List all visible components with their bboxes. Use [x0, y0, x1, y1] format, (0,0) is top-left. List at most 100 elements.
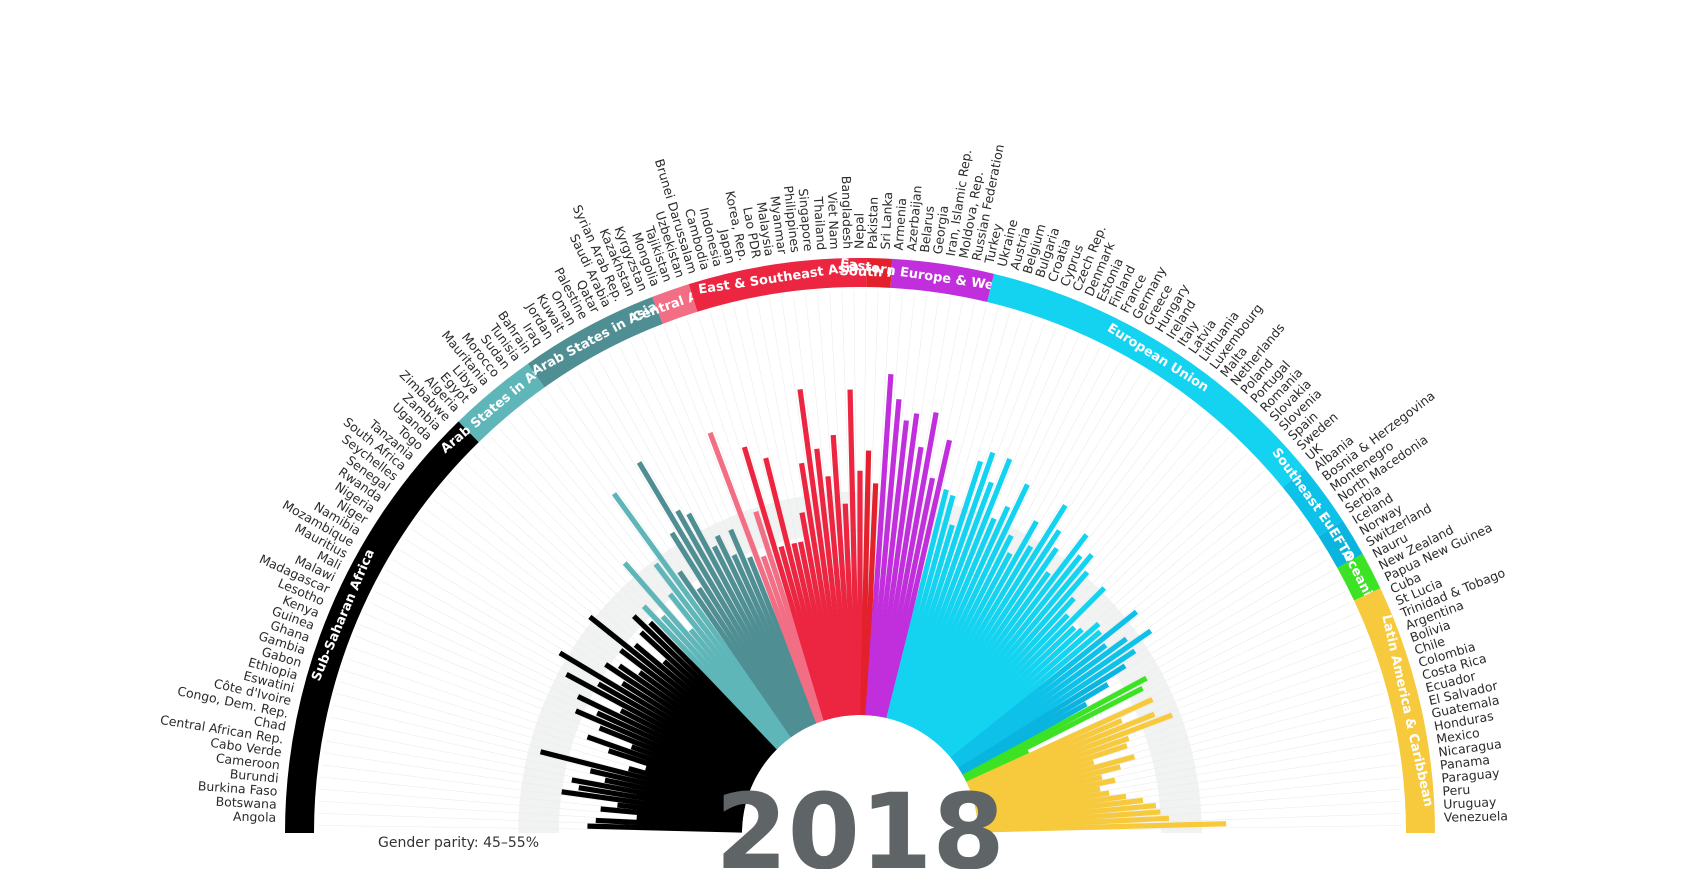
country-label: Viet Nam: [825, 192, 843, 250]
bar-costa-rica: [972, 754, 1136, 804]
bar-denmark: [903, 517, 997, 726]
bar-uganda: [639, 630, 775, 756]
bar-cuba: [966, 697, 1154, 787]
bar-slovakia: [941, 586, 1107, 752]
region-segment-east-southeast-asia: [688, 258, 867, 312]
bar-libya: [622, 561, 785, 746]
region-segment-efta: [1318, 520, 1363, 568]
bar-bosnia-herzegovina: [952, 643, 1108, 764]
bar-chile: [971, 743, 1128, 799]
bar-burkina-faso: [636, 814, 743, 828]
country-label: Mexico: [1435, 725, 1480, 747]
bar-albania: [950, 609, 1139, 762]
country-label: Azerbaijan: [904, 185, 925, 252]
bar-togo: [662, 659, 773, 758]
bar-estonia: [906, 505, 1011, 727]
bar-russian-federation: [881, 477, 936, 718]
bar-slovenia: [943, 625, 1077, 754]
year-label: 2018: [715, 771, 1004, 869]
bar-nicaragua: [976, 793, 1127, 820]
bar-mauritania: [688, 628, 787, 744]
country-label: Uruguay: [1443, 794, 1497, 812]
bar-oman: [675, 509, 805, 732]
bar-north-macedonia: [955, 628, 1153, 768]
bar-singapore: [825, 476, 853, 716]
bar-bangladesh: [847, 389, 860, 716]
country-label: Chad: [253, 713, 287, 734]
bar-mongolia: [707, 431, 822, 724]
region-segment-arab-states-in-africa: [458, 363, 545, 443]
country-label: Singapore: [796, 188, 817, 252]
bar-paraguay: [977, 803, 1157, 825]
bar-luxembourg: [929, 533, 1089, 741]
bar-sri-lanka: [862, 483, 879, 716]
bar-guinea: [630, 744, 751, 794]
bar-egypt: [660, 614, 783, 748]
bar-algeria: [641, 604, 781, 750]
region-segment-sub-saharan-africa: [285, 421, 479, 833]
bar-papua-new-guinea: [965, 749, 1030, 784]
bar-c-te-d-ivoire: [589, 768, 746, 810]
region-segment-latin-america-caribbean: [1354, 588, 1435, 833]
bar-sudan: [653, 562, 791, 741]
bar-uzbekistan: [753, 510, 827, 722]
region-segment-eastern-europe-west-asia: [890, 258, 994, 303]
bar-niger: [621, 680, 762, 773]
bar-ukraine: [886, 489, 949, 720]
region-segment-central-asia: [652, 284, 698, 324]
bar-italy: [922, 529, 1062, 736]
bar-trinidad-tobago: [968, 711, 1156, 792]
bar-eswatini: [539, 749, 747, 807]
bar-uk: [948, 629, 1102, 760]
bar-rwanda: [617, 663, 765, 768]
bar-tajikistan: [760, 555, 824, 723]
bar-spain: [945, 627, 1084, 756]
bar-seychelles: [619, 648, 768, 764]
bar-el-salvador: [974, 774, 1103, 810]
bar-cyprus: [898, 481, 994, 724]
bar-st-lucia: [967, 718, 1123, 789]
country-label: Burkina Faso: [197, 778, 278, 799]
bar-guatemala: [975, 777, 1116, 812]
bar-tunisia: [611, 492, 793, 739]
bar-indonesia: [763, 457, 834, 720]
bar-turkey: [883, 439, 953, 719]
country-label: Venezuela: [1444, 808, 1509, 825]
bar-botswana: [595, 817, 743, 830]
region-segment-european-union: [987, 273, 1305, 488]
bar-cambodia: [778, 545, 832, 720]
bar-korea-rep-: [797, 541, 839, 718]
bar-switzerland: [961, 701, 1088, 777]
bar-romania: [939, 613, 1070, 750]
country-label: Paraguay: [1441, 765, 1501, 785]
bar-poland: [935, 570, 1090, 746]
bar-kyrgyzstan: [747, 556, 819, 725]
bar-zimbabwe: [648, 620, 779, 752]
country-label: Botswana: [215, 794, 277, 812]
country-label: Belarus: [917, 205, 937, 253]
country-label: Pakistan: [865, 197, 881, 250]
country-label: Thailand: [811, 195, 830, 251]
bar-moldova-rep-: [878, 412, 939, 718]
bar-portugal: [937, 596, 1076, 748]
bar-pakistan: [860, 450, 872, 716]
bar-iraq: [696, 586, 798, 736]
bar-congo-dem-rep-: [604, 777, 745, 812]
bar-south-africa: [588, 614, 770, 762]
bar-lao-pdr: [799, 512, 842, 718]
bar-thailand: [830, 434, 855, 716]
bar-peru: [977, 809, 1161, 828]
bar-kuwait: [636, 461, 802, 733]
bar-new-zealand: [963, 686, 1144, 782]
bar-malaysia: [798, 462, 845, 717]
bar-georgia: [873, 413, 920, 717]
bar-uruguay: [977, 815, 1170, 830]
bar-morocco: [667, 592, 789, 743]
region-segment-oceania: [1337, 553, 1381, 601]
bar-qatar: [711, 545, 809, 729]
bar-serbia: [956, 648, 1137, 770]
bar-sweden: [947, 621, 1101, 758]
bar-hungary: [918, 545, 1034, 733]
bar-kazakhstan: [728, 528, 817, 726]
bar-mauritius: [565, 672, 758, 780]
